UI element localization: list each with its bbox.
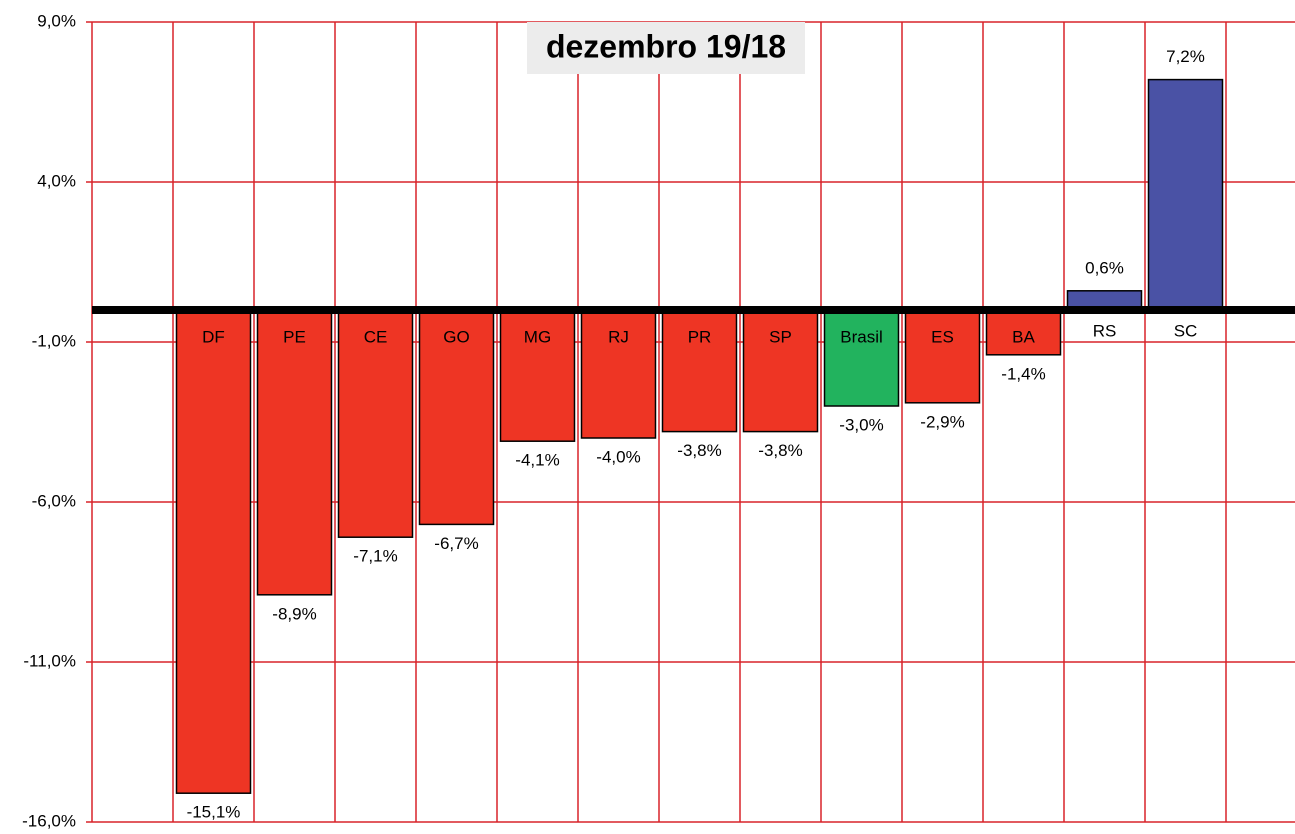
y-tick-label: -11,0% xyxy=(23,651,76,670)
y-tick-label: -6,0% xyxy=(32,491,76,510)
value-label: -15,1% xyxy=(187,803,241,822)
category-label: PR xyxy=(688,327,712,346)
category-label: DF xyxy=(202,327,225,346)
y-tick-label: 9,0% xyxy=(37,11,76,30)
value-label: -3,8% xyxy=(758,441,802,460)
value-label: 7,2% xyxy=(1166,47,1205,66)
value-label: -8,9% xyxy=(272,604,316,623)
category-label: GO xyxy=(443,327,469,346)
category-label: PE xyxy=(283,327,306,346)
bar xyxy=(904,309,981,404)
title-box xyxy=(527,22,805,74)
bar xyxy=(985,309,1062,356)
category-label: Brasil xyxy=(840,327,883,346)
y-tick-label: 4,0% xyxy=(37,171,76,190)
category-label: RS xyxy=(1093,321,1117,340)
bar xyxy=(256,309,333,596)
bar xyxy=(823,309,900,407)
value-label: -3,0% xyxy=(839,415,883,434)
value-label: -2,9% xyxy=(920,412,964,431)
value-label: 0,6% xyxy=(1085,258,1124,277)
category-label: RJ xyxy=(608,327,629,346)
value-label: -7,1% xyxy=(353,547,397,566)
value-label: -3,8% xyxy=(677,441,721,460)
bar xyxy=(1147,78,1224,311)
category-label: CE xyxy=(364,327,388,346)
bar xyxy=(337,309,414,538)
y-tick-label: -16,0% xyxy=(22,811,76,830)
value-label: -4,0% xyxy=(596,447,640,466)
value-label: -4,1% xyxy=(515,451,559,470)
bar xyxy=(418,309,495,526)
category-label: MG xyxy=(524,327,551,346)
y-tick-label: -1,0% xyxy=(32,331,76,350)
category-label: BA xyxy=(1012,327,1035,346)
value-label: -1,4% xyxy=(1001,364,1045,383)
category-label: ES xyxy=(931,327,954,346)
bar xyxy=(175,309,252,794)
value-label: -6,7% xyxy=(434,534,478,553)
chart-title: dezembro 19/18 xyxy=(546,28,786,64)
bar xyxy=(742,309,819,433)
category-label: SP xyxy=(769,327,792,346)
category-label: SC xyxy=(1174,321,1198,340)
bar xyxy=(661,309,738,433)
